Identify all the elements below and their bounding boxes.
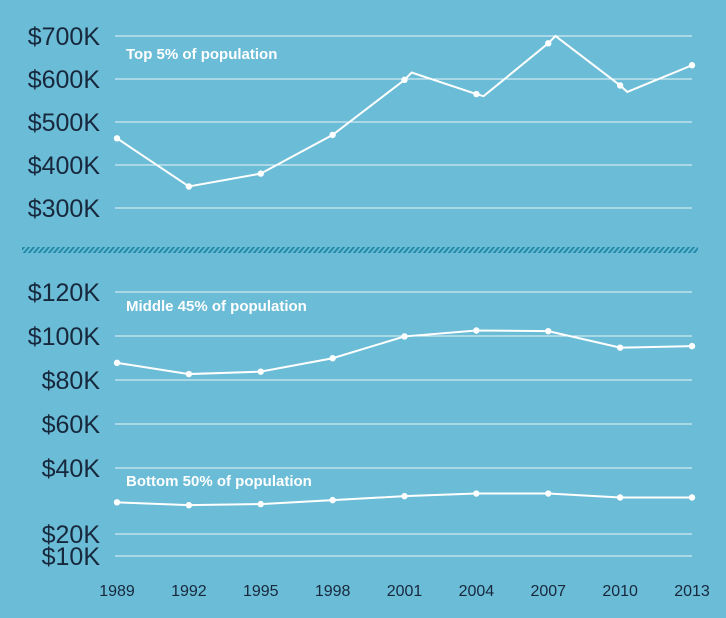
bottom-data-point — [185, 501, 193, 509]
top-y-tick-label: $400K — [28, 152, 101, 180]
top-panel: $700K $600K $500K $400K $300K Top 5% of popu… — [28, 23, 696, 223]
bottom-y-tick-label: $80K — [42, 367, 101, 395]
bottom-data-point — [473, 327, 480, 334]
bottom-y-tick-label: $100K — [28, 323, 101, 351]
bottom-data-point — [688, 494, 696, 501]
bottom-data-point — [401, 333, 408, 340]
top-y-tick-label: $500K — [28, 109, 101, 137]
x-tick-label: 2013 — [674, 583, 710, 600]
bottom-data-point — [545, 327, 552, 335]
x-tick-label: 1989 — [99, 583, 135, 600]
bottom-y-tick-label: $60K — [42, 411, 101, 439]
top-data-point — [329, 131, 336, 139]
bottom-data-point — [257, 368, 264, 375]
bottom-y-tick-label: $10K — [42, 543, 101, 571]
series-label-top-5: Top 5% of population — [126, 46, 277, 63]
x-tick-label: 1995 — [243, 583, 279, 600]
bottom-y-tick-label: $20K — [42, 521, 101, 549]
bottom-data-point — [113, 359, 121, 367]
bottom-data-point — [401, 492, 408, 500]
top-data-point — [688, 62, 696, 69]
x-tick-label: 2001 — [387, 583, 423, 600]
top-data-point — [401, 76, 408, 84]
bottom-panel: $120K $100K $80K $60K $40K $20K$10K Middle 45… — [28, 279, 696, 571]
x-tick-label: 2007 — [530, 583, 566, 600]
x-tick-label: 1992 — [171, 583, 207, 600]
bottom-data-point — [616, 494, 624, 501]
bottom-data-point — [688, 342, 696, 350]
bottom-data-point — [185, 370, 193, 378]
x-axis: 1989 1992 1995 1998 2001 2004 2007 2010 2013 — [99, 583, 710, 600]
bottom-y-tick-label: $40K — [42, 455, 101, 483]
bottom-data-point — [616, 344, 624, 351]
bottom-data-point — [257, 500, 264, 508]
axis-break-band — [22, 247, 698, 253]
top-y-tick-label: $700K — [28, 23, 101, 51]
top-data-point — [113, 135, 121, 142]
x-tick-label: 1998 — [315, 583, 351, 600]
top-data-point — [545, 40, 552, 47]
top-data-point — [616, 82, 624, 89]
series-label-middle-45: Middle 45% of population — [126, 298, 307, 315]
top-y-tick-label: $300K — [28, 195, 101, 223]
top-data-point — [185, 183, 193, 190]
bottom-data-point — [329, 496, 336, 504]
top-data-point — [473, 90, 480, 98]
series-label-bottom-50: Bottom 50% of population — [126, 473, 312, 490]
top-y-tick-label: $600K — [28, 66, 101, 94]
bottom-data-point — [473, 490, 480, 497]
bottom-y-tick-label: $120K — [28, 279, 101, 307]
x-tick-label: 2004 — [459, 583, 495, 600]
x-tick-label: 2010 — [602, 583, 638, 600]
bottom-data-point — [113, 499, 121, 506]
bottom-data-point — [545, 490, 552, 497]
bottom-data-point — [329, 355, 336, 362]
top-data-point — [257, 170, 264, 177]
